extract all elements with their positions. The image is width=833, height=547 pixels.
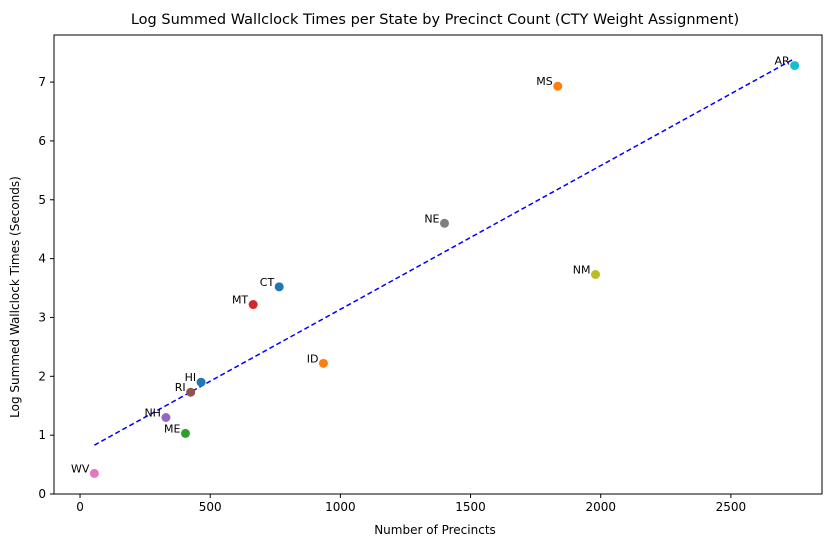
data-point [553,81,563,91]
x-tick-label: 2000 [585,500,616,514]
data-point [186,387,196,397]
x-axis-label: Number of Precincts [374,523,496,537]
y-tick-label: 2 [38,369,46,383]
y-tick-label: 6 [38,134,46,148]
x-tick-label: 1500 [455,500,486,514]
point-label: CT [260,276,275,289]
data-point [89,468,99,478]
point-label: AR [774,55,790,68]
point-label: NH [144,407,161,420]
point-label: ID [307,352,319,365]
point-label: NE [424,212,439,225]
trendline [93,57,796,446]
y-axis-label: Log Summed Wallclock Times (Seconds) [8,176,22,418]
chart-title: Log Summed Wallclock Times per State by … [131,12,739,28]
data-point [274,282,284,292]
data-point [180,428,190,438]
plot-frame [53,34,823,495]
data-point [318,358,328,368]
y-tick-label: 4 [38,252,46,266]
y-tick-label: 3 [38,310,46,324]
data-point [161,413,171,422]
data-point [196,377,206,387]
y-tick-label: 0 [38,487,46,501]
point-label: MS [536,75,552,88]
point-label: ME [164,422,180,435]
point-label: RI [175,381,186,394]
point-label: WV [71,462,90,475]
x-tick-label: 500 [199,500,222,514]
x-tick-label: 1000 [325,500,356,514]
point-label: HI [185,371,197,384]
x-tick-label: 2500 [716,500,747,514]
point-label: NM [573,264,591,277]
point-label: MT [232,294,248,307]
y-tick-label: 7 [38,75,46,89]
data-point [790,61,800,71]
data-point [440,218,450,228]
data-point [248,300,258,310]
x-tick-label: 0 [76,500,84,514]
y-tick-label: 5 [38,193,46,207]
y-tick-label: 1 [38,428,46,442]
data-point [591,270,601,280]
